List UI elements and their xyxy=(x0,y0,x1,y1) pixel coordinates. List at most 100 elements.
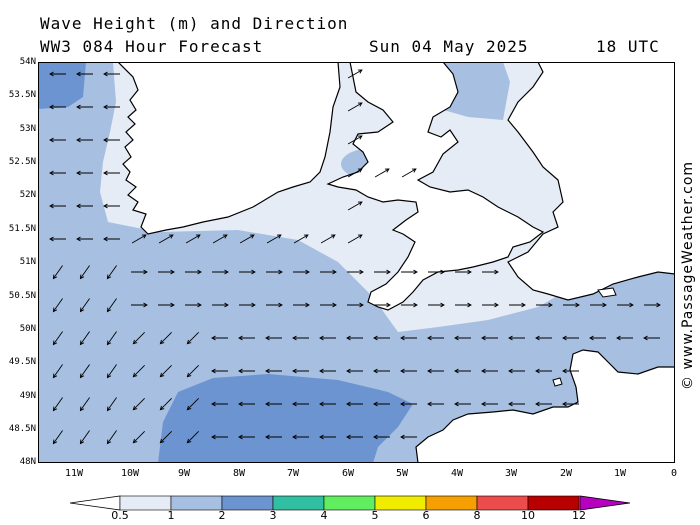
wave-direction-arrow xyxy=(52,265,63,280)
lon-label: 0 xyxy=(670,468,678,479)
wave-direction-arrow xyxy=(211,335,228,341)
land-ireland xyxy=(117,62,341,235)
wave-direction-arrow xyxy=(212,269,229,275)
wave-direction-arrow xyxy=(427,368,444,374)
wave-direction-arrow xyxy=(211,401,228,407)
wave-direction-arrow xyxy=(79,265,90,280)
land-france xyxy=(415,349,675,463)
isle-of-wight xyxy=(597,287,617,298)
lat-label: 53N xyxy=(19,124,36,134)
lat-label: 49N xyxy=(19,391,36,401)
lon-label: 10W xyxy=(120,468,140,479)
wave-direction-arrow xyxy=(482,269,499,275)
lat-label: 54N xyxy=(19,57,36,67)
wave-direction-arrow xyxy=(106,298,117,313)
wave-direction-arrow xyxy=(103,104,120,110)
wave-direction-arrow xyxy=(52,397,63,412)
wave-direction-arrow xyxy=(49,71,66,77)
wave-direction-arrow xyxy=(265,335,282,341)
wave-direction-arrow xyxy=(76,236,93,242)
map-title: Wave Height (m) and Direction xyxy=(40,14,349,33)
wave-direction-arrow xyxy=(347,234,363,244)
wave-direction-arrow xyxy=(319,401,336,407)
wave-direction-arrow xyxy=(374,168,390,178)
wave-direction-arrow xyxy=(159,431,172,444)
wave-direction-arrow xyxy=(79,364,90,379)
wave-direction-arrow xyxy=(158,234,174,244)
wave-direction-arrow xyxy=(132,332,145,345)
wave-direction-arrow xyxy=(643,335,660,341)
wave-direction-arrow xyxy=(79,298,90,313)
colorbar-segment xyxy=(476,495,529,511)
colorbar-label: 6 xyxy=(422,509,430,522)
wave-direction-arrow xyxy=(103,236,120,242)
land-england-east xyxy=(507,62,675,301)
wave-direction-arrow xyxy=(159,398,172,411)
wave-direction-arrow xyxy=(238,335,255,341)
wave-direction-arrow xyxy=(374,269,391,275)
wave-direction-arrow xyxy=(159,365,172,378)
wave-direction-arrow xyxy=(52,430,63,445)
land-great-britain xyxy=(326,62,545,311)
wave-direction-arrow xyxy=(400,401,417,407)
lat-label: 51.5N xyxy=(8,224,36,234)
colorbar-segment xyxy=(374,495,427,511)
lon-label: 7W xyxy=(286,468,300,479)
lon-label: 8W xyxy=(232,468,246,479)
colorbar-segment xyxy=(221,495,274,511)
wave-direction-arrow xyxy=(132,365,145,378)
wave-direction-arrow xyxy=(158,269,175,275)
wave-direction-arrow xyxy=(106,430,117,445)
forecast-time: 18 UTC xyxy=(596,37,660,56)
wave-direction-arrow xyxy=(76,104,93,110)
wave-direction-arrow xyxy=(49,203,66,209)
wave-direction-arrow xyxy=(52,331,63,346)
wave-direction-arrow xyxy=(239,302,256,308)
wave-direction-arrow xyxy=(373,401,390,407)
forecast-date: Sun 04 May 2025 xyxy=(369,37,529,56)
wave-direction-arrow xyxy=(49,137,66,143)
wave-direction-arrow xyxy=(238,401,255,407)
forecast-model: WW3 084 Hour Forecast xyxy=(40,37,264,56)
wave-direction-arrow xyxy=(481,335,498,341)
wave-direction-arrow xyxy=(186,431,199,444)
lat-label: 49.5N xyxy=(8,357,36,367)
wave-direction-arrow xyxy=(346,401,363,407)
wave-direction-arrow xyxy=(158,302,175,308)
lon-label: 9W xyxy=(177,468,191,479)
wave-direction-arrow xyxy=(373,434,390,440)
wave-direction-arrow xyxy=(106,265,117,280)
wave-direction-arrow xyxy=(293,234,309,244)
colorbar-segment xyxy=(272,495,325,511)
wave-direction-arrow xyxy=(79,430,90,445)
colorbar-segment xyxy=(119,495,172,511)
wave-direction-arrow xyxy=(319,368,336,374)
wave-direction-arrow xyxy=(211,368,228,374)
wave-direction-arrow xyxy=(347,69,363,79)
wave-direction-arrow xyxy=(509,302,526,308)
wave-direction-arrow xyxy=(186,332,199,345)
wave-direction-arrow xyxy=(52,364,63,379)
wave-direction-arrow xyxy=(400,368,417,374)
wave-direction-arrow xyxy=(185,234,201,244)
wave-direction-arrow xyxy=(428,302,445,308)
wave-direction-arrow xyxy=(293,302,310,308)
lon-label: 1W xyxy=(613,468,627,479)
wave-direction-arrow xyxy=(103,203,120,209)
wave-direction-arrow xyxy=(563,302,580,308)
wave-direction-arrow xyxy=(401,302,418,308)
wave-direction-arrow xyxy=(211,434,228,440)
wave-direction-arrow xyxy=(374,302,391,308)
sea-band-2-3m-south xyxy=(158,374,413,463)
wave-direction-arrow xyxy=(212,302,229,308)
wave-direction-arrow xyxy=(132,398,145,411)
lon-label: 11W xyxy=(64,468,84,479)
lat-label: 50.5N xyxy=(8,291,36,301)
wave-direction-arrow xyxy=(185,269,202,275)
wave-direction-arrow xyxy=(347,269,364,275)
wave-direction-arrow xyxy=(52,298,63,313)
lon-label: 4W xyxy=(450,468,464,479)
wave-direction-arrow xyxy=(76,203,93,209)
lat-label: 51N xyxy=(19,257,36,267)
wave-height-colorbar xyxy=(70,495,631,511)
